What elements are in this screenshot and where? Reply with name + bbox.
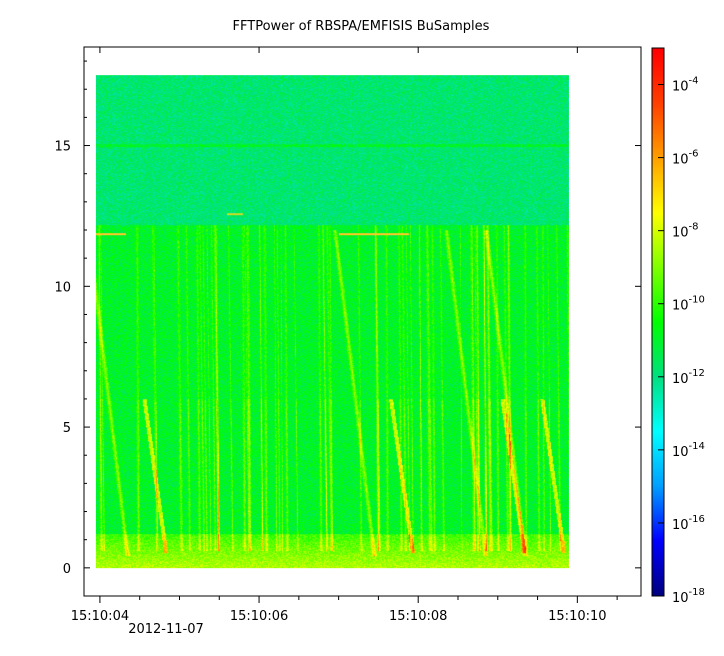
y-tick-label: 0: [63, 562, 71, 577]
y-axis: 0 5 10 15: [54, 60, 641, 577]
colorbar-tick-label: 10-10: [672, 295, 705, 314]
x-tick-label: 15:10:10: [548, 609, 606, 624]
x-tick-label: 15:10:04: [71, 609, 129, 624]
colorbar-tick-label: 10-6: [672, 149, 699, 168]
x-tick-label: 15:10:08: [389, 609, 447, 624]
colorbar-tick-exponent: -10: [689, 295, 705, 306]
colorbar-gradient: [652, 48, 664, 596]
colorbar-tick-base: 10: [672, 153, 689, 168]
colorbar-tick-label: 10-4: [672, 76, 699, 95]
x-tick-label: 15:10:06: [230, 609, 288, 624]
colorbar-tick-exponent: -8: [689, 222, 699, 233]
colorbar-tick-base: 10: [672, 445, 689, 460]
chart-title: FFTPower of RBSPA/EMFISIS BuSamples: [233, 19, 490, 34]
colorbar-tick-base: 10: [672, 299, 689, 314]
x-date-label: 2012-11-07: [128, 622, 204, 637]
colorbar-tick-label: 10-8: [672, 222, 699, 241]
colorbar-tick-base: 10: [672, 226, 689, 241]
y-tick-label: 15: [54, 140, 71, 155]
plot-area: 15:10:04 15:10:06 15:10:08 15:10:10 0 5 10 15: [54, 46, 642, 624]
colorbar-tick-exponent: -16: [689, 514, 705, 525]
colorbar-tick-base: 10: [672, 372, 689, 387]
colorbar-tick-label: 10-16: [672, 514, 705, 533]
colorbar-tick-label: 10-12: [672, 368, 705, 387]
colorbar-tick-base: 10: [672, 591, 689, 606]
spectrogram-heatmap: [95, 75, 569, 569]
colorbar-tick-exponent: -14: [689, 441, 705, 452]
colorbar-tick-base: 10: [672, 518, 689, 533]
y-tick-label: 5: [63, 421, 71, 436]
colorbar-tick-exponent: -18: [689, 587, 705, 598]
colorbar-tick-exponent: -6: [689, 149, 699, 160]
colorbar-tick-exponent: -4: [689, 76, 699, 87]
colorbar-tick-base: 10: [672, 80, 689, 95]
colorbar-tick-label: 10-14: [672, 441, 705, 460]
colorbar-tick-exponent: -12: [689, 368, 705, 379]
x-axis: 15:10:04 15:10:06 15:10:08 15:10:10: [71, 47, 618, 624]
y-tick-label: 10: [54, 280, 71, 295]
colorbar-tick-label: 10-18: [672, 587, 705, 606]
